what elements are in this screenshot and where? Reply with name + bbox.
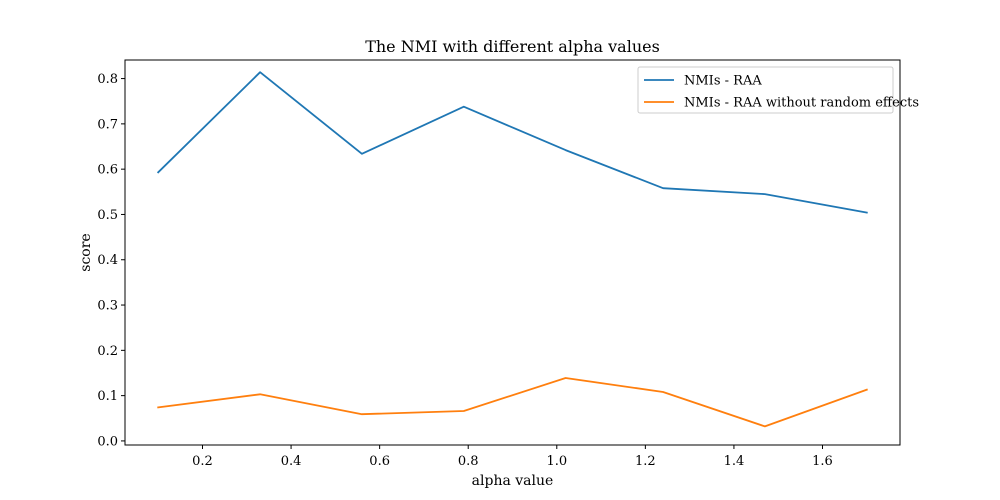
x-axis-label: alpha value — [472, 473, 554, 489]
plot-area: 0.2 0.4 0.6 0.8 1.0 1.2 1.4 1.6 0.0 0.1 0.2 0.3 0.4… — [97, 59, 901, 469]
y-tick-label: 0.7 — [97, 117, 118, 132]
x-axis: 0.2 0.4 0.6 0.8 1.0 1.2 1.4 1.6 — [192, 445, 833, 469]
x-tick-label: 0.2 — [192, 454, 213, 469]
series-layer — [156, 71, 868, 428]
y-tick-label: 0.4 — [97, 253, 118, 268]
legend-box — [637, 66, 894, 114]
series-line-1 — [156, 71, 868, 214]
y-tick-label: 0.1 — [97, 389, 118, 404]
y-tick-label: 0.6 — [97, 163, 118, 178]
y-tick-label: 0.5 — [97, 208, 118, 223]
x-tick-label: 1.0 — [546, 454, 567, 469]
y-axis: 0.0 0.1 0.2 0.3 0.4 0.5 0.6 0.7 0.8 — [97, 72, 125, 449]
x-tick-label: 0.4 — [281, 454, 302, 469]
plot-frame — [124, 59, 901, 446]
x-tick-label: 0.8 — [458, 454, 479, 469]
chart-title: The NMI with different alpha values — [365, 37, 660, 56]
x-tick-label: 0.6 — [369, 454, 390, 469]
x-tick-label: 1.2 — [635, 454, 656, 469]
legend-label-1: NMIs - RAA — [684, 74, 762, 89]
x-tick-label: 1.4 — [724, 454, 745, 469]
y-axis-label: score — [78, 233, 94, 271]
x-tick-label: 1.6 — [812, 454, 833, 469]
series-line-2 — [157, 377, 868, 428]
y-tick-label: 0.8 — [97, 72, 118, 87]
y-tick-label: 0.2 — [97, 344, 118, 359]
legend-label-2: NMIs - RAA without random effects — [684, 96, 919, 111]
legend: NMIs - RAA NMIs - RAA without random effe… — [637, 66, 919, 114]
y-tick-label: 0.0 — [97, 434, 118, 449]
y-tick-label: 0.3 — [97, 299, 118, 314]
